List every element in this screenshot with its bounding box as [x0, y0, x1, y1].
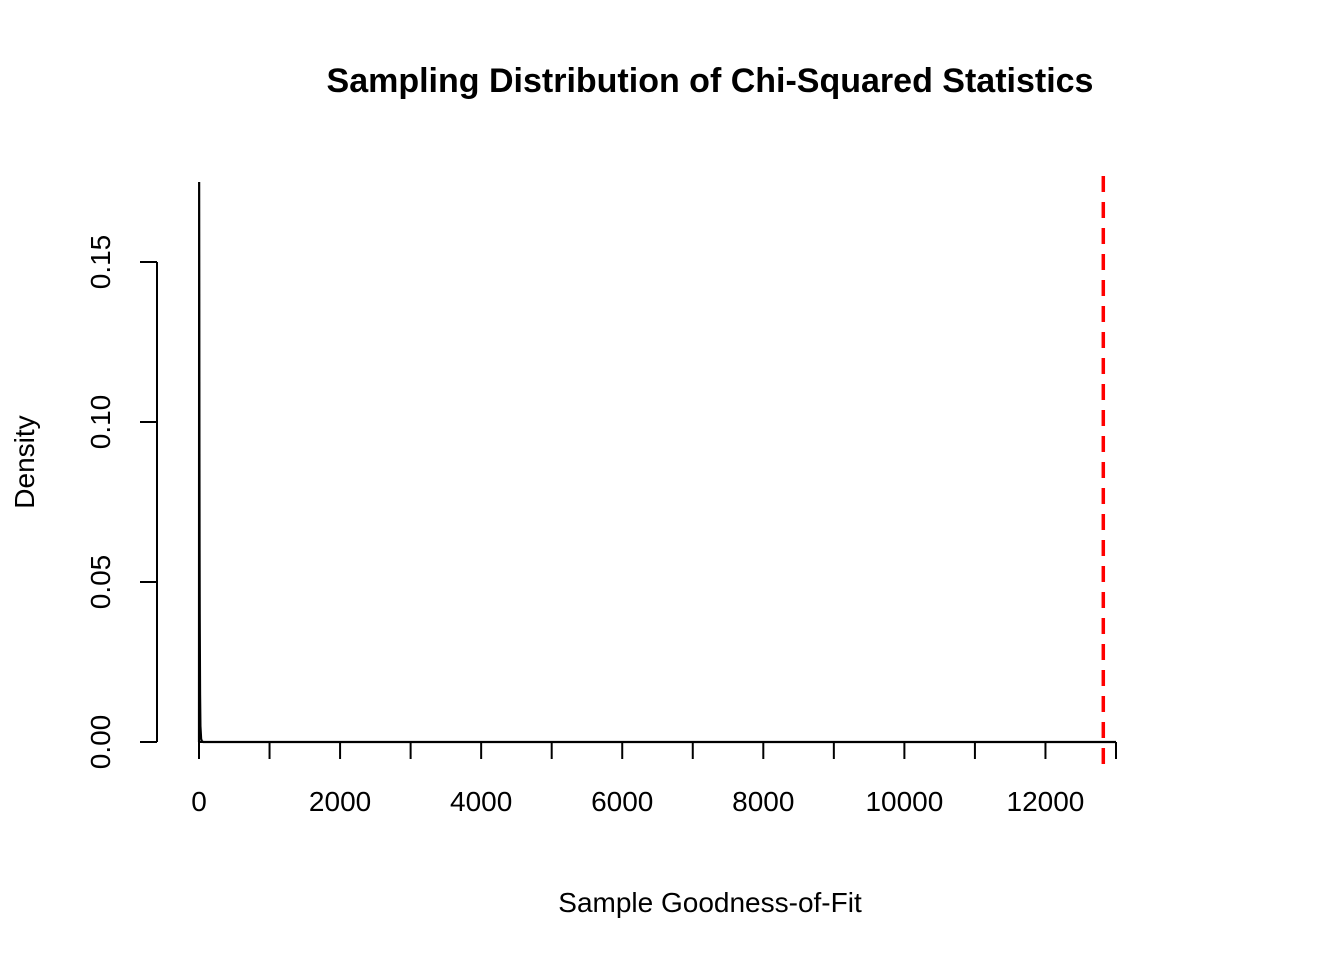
x-tick-label: 2000 [309, 786, 371, 817]
x-tick-label: 8000 [732, 786, 794, 817]
x-tick-label: 12000 [1007, 786, 1085, 817]
x-tick-label: 4000 [450, 786, 512, 817]
density-line [197, 181, 1116, 744]
plot-area [197, 170, 1116, 764]
x-axis: 0 2000 4000 6000 8000 10000 12000 [191, 741, 1117, 817]
x-axis-label: Sample Goodness-of-Fit [558, 887, 862, 918]
x-tick-label: 0 [191, 786, 207, 817]
y-tick-label: 0.00 [85, 715, 116, 770]
x-tick-label: 6000 [591, 786, 653, 817]
chart-title: Sampling Distribution of Chi-Squared Sta… [327, 62, 1094, 100]
y-tick-label: 0.15 [85, 235, 116, 290]
y-axis-label: Density [9, 415, 40, 508]
y-tick-label: 0.05 [85, 555, 116, 610]
y-tick-label: 0.10 [85, 395, 116, 450]
x-tick-label: 10000 [865, 786, 943, 817]
y-axis: 0.00 0.05 0.10 0.15 [85, 235, 158, 770]
